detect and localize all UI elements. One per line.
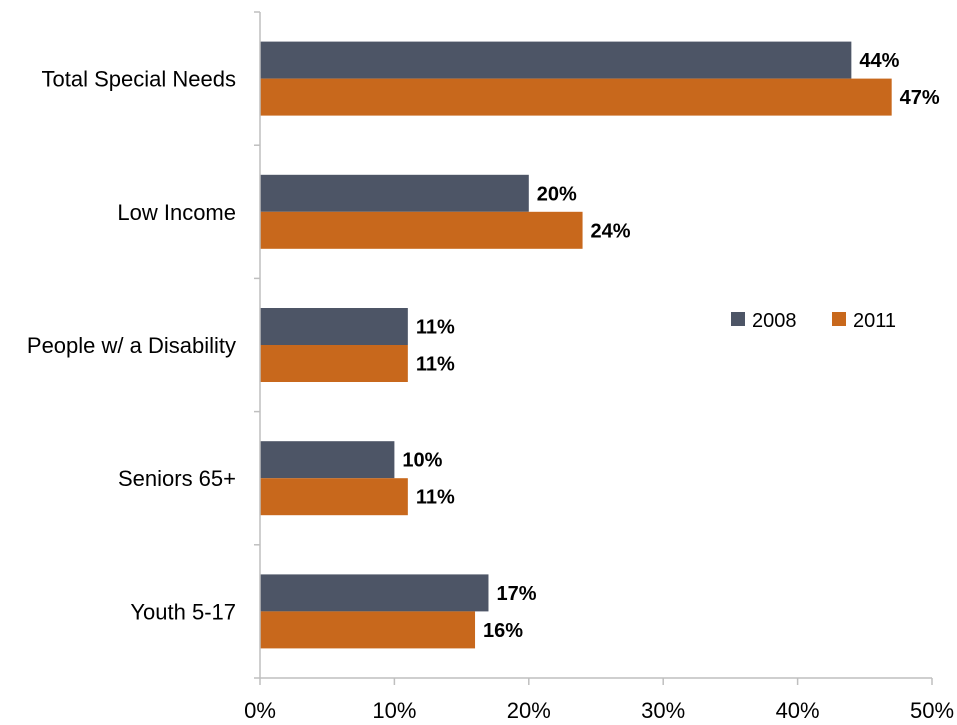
bar-2008-5 [260,574,489,612]
bar-2008-1 [260,41,852,79]
x-tick-label: 30% [641,698,685,723]
category-label: People w/ a Disability [27,333,236,358]
bar-2011-5 [260,611,476,649]
data-label-2011-3: 11% [416,354,455,376]
legend-swatch-2008 [731,312,745,326]
bar-2008-4 [260,441,395,479]
category-label: Seniors 65+ [118,466,236,491]
x-ticks-group: 0% 10% 20% 30% 40% 50% [244,11,954,723]
axes-group [259,12,932,679]
bar-2011-1 [260,78,892,116]
bar-2011-4 [260,478,408,516]
data-label-2008-1: 44% [859,50,899,72]
category-label: Low Income [117,200,236,225]
data-label-2008-3: 11% [416,317,455,339]
bar-2008-2 [260,174,529,212]
data-label-2011-2: 24% [591,220,631,242]
bar-2011-2 [260,211,583,249]
data-labels-group: 44%47% 20% 24% 11% 11% 10% 11% 17% 16% [402,50,940,642]
data-label-2011-1: 47% [900,87,940,109]
bar-2008-3 [260,308,408,345]
x-tick-label: 10% [372,698,416,723]
data-label-2008-4: 10% [402,450,442,472]
category-label: Youth 5-17 [130,599,236,624]
legend-label-2008: 2008 [752,310,797,332]
category-label: Total Special Needs [42,67,236,92]
data-label-2008-2: 20% [537,183,577,205]
legend: 2008 2011 [731,310,896,332]
legend-swatch-2011 [832,312,846,326]
data-label-2008-5: 17% [496,583,536,605]
category-labels-group: Total Special Needs Low Income People w/ a… [27,67,236,625]
bar-2011-3 [260,345,408,382]
data-label-2011-4: 11% [416,487,455,509]
x-tick-label: 0% [244,698,276,723]
x-tick-label: 20% [507,698,551,723]
x-tick-label: 40% [776,698,820,723]
bars-group [260,41,892,649]
legend-label-2011: 2011 [853,310,896,332]
data-label-2011-5: 16% [483,620,523,642]
x-tick-label: 50% [910,698,954,723]
